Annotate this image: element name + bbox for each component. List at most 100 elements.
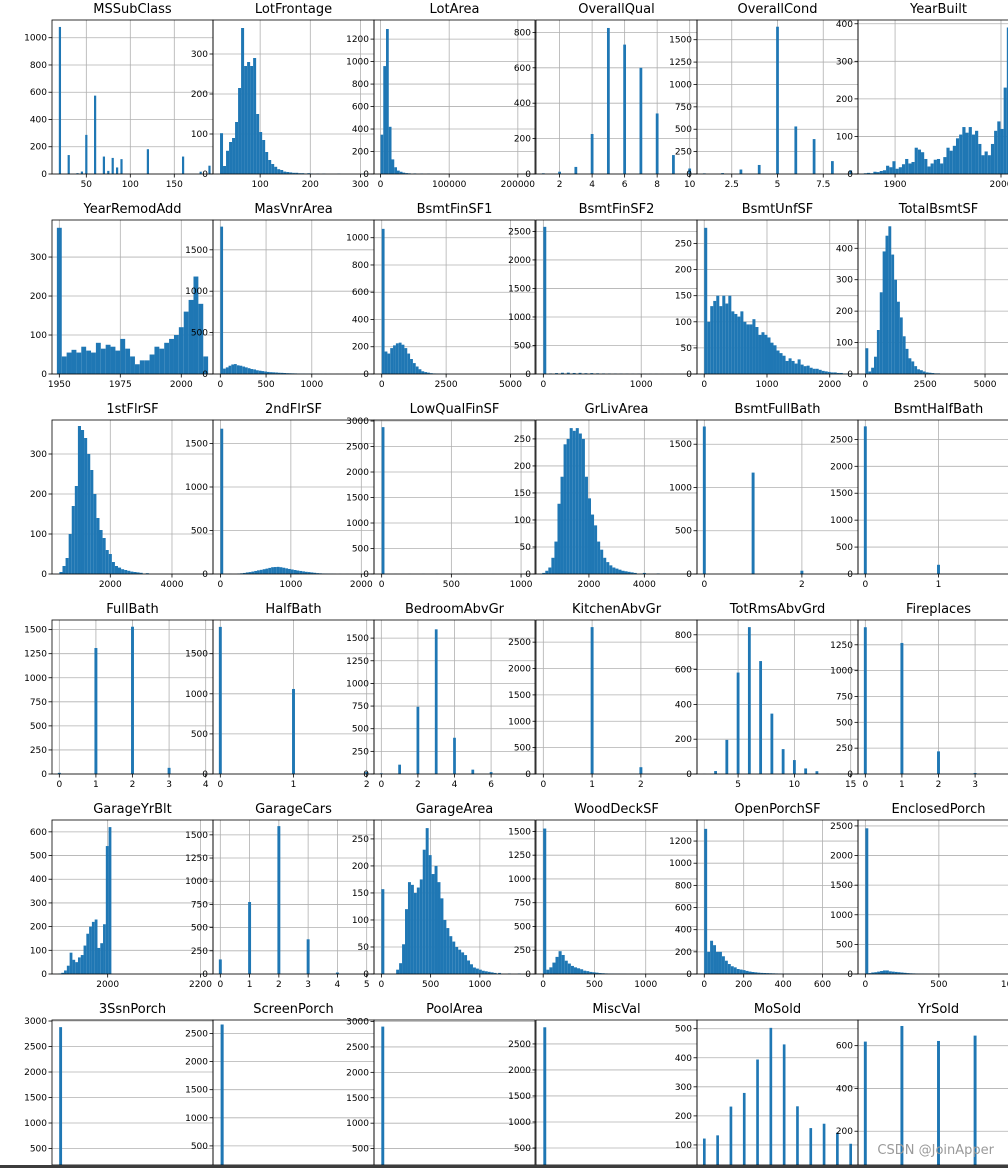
histogram-panel: 0 50 100 150 200 250 2000 4000 GrLivArea — [514, 402, 698, 590]
x-tick-label: 6 — [488, 780, 494, 790]
histogram-bar — [716, 951, 719, 974]
histogram-bar — [407, 353, 411, 374]
histogram-bar — [229, 142, 233, 174]
histogram-bar — [623, 44, 627, 174]
histogram-bar — [882, 251, 886, 374]
histogram-panel: 500 1000 1500 2000 2500 3000 PoolArea — [346, 1002, 536, 1166]
x-tick-label: 0 — [56, 780, 62, 790]
y-tick-label: 2000 — [508, 256, 531, 266]
histogram-bar — [220, 226, 224, 374]
histogram-bar — [250, 66, 254, 174]
histogram-bar — [928, 372, 932, 374]
histogram-bar — [549, 967, 553, 974]
x-tick-label: 0 — [378, 180, 384, 190]
histogram-bar — [276, 566, 280, 574]
y-tick-label: 750 — [191, 900, 208, 910]
plot-frame — [857, 619, 1008, 775]
histogram-bar — [779, 353, 783, 374]
histogram-bar — [381, 427, 385, 574]
y-tick-label: 400 — [514, 99, 531, 109]
y-tick-label: 150 — [514, 489, 531, 499]
histogram-bar — [767, 337, 771, 374]
histogram-bar — [121, 569, 125, 574]
histogram-bar — [627, 571, 631, 574]
histogram-bar — [86, 350, 92, 374]
histogram-bar — [788, 358, 792, 374]
histogram-bar — [67, 155, 70, 174]
x-tick-label: 0 — [701, 580, 707, 590]
y-tick-label: 0 — [363, 370, 369, 380]
y-tick-label: 200 — [352, 148, 369, 158]
histogram-bar — [80, 171, 84, 174]
y-tick-label: 1500 — [508, 691, 531, 701]
y-tick-label: 1500 — [185, 1086, 208, 1096]
plot-frame — [51, 19, 214, 175]
histogram-bar — [262, 140, 266, 174]
histogram-bar — [936, 158, 941, 174]
histogram-bar — [566, 372, 570, 374]
y-tick-label: 0 — [847, 770, 853, 780]
histogram-bar — [894, 971, 898, 974]
histogram-bar — [264, 371, 267, 374]
y-tick-label: 500 — [191, 924, 208, 934]
y-tick-label: 250 — [514, 946, 531, 956]
histogram-bar — [399, 171, 403, 174]
y-tick-label: 600 — [352, 103, 369, 113]
histogram-bar — [381, 228, 385, 374]
histogram-bar — [849, 170, 853, 174]
histogram-bar — [865, 348, 869, 374]
histogram-bar — [729, 1106, 733, 1165]
histogram-bar — [102, 538, 106, 574]
y-tick-label: 1250 — [185, 854, 208, 864]
y-tick-label: 500 — [30, 852, 47, 862]
y-tick-label: 3000 — [346, 417, 369, 427]
y-tick-label: 0 — [41, 770, 47, 780]
histogram-bar — [380, 134, 384, 174]
histogram-bar — [407, 882, 411, 974]
histogram-bar — [766, 973, 770, 974]
histogram-bar — [572, 430, 576, 574]
histogram-bar — [289, 172, 293, 174]
histogram-panel: 0 100 200 300 100 200 300 LotFrontage — [191, 2, 375, 190]
histogram-bar — [429, 373, 433, 374]
histogram-bar — [223, 166, 227, 174]
histogram-bar — [286, 172, 290, 174]
y-tick-label: 500 — [836, 940, 853, 950]
x-tick-label: 600 — [814, 980, 831, 990]
panel-title: LotFrontage — [255, 2, 332, 17]
histogram-bar — [470, 964, 473, 974]
x-tick-label: 0 — [540, 380, 546, 390]
y-tick-label: 750 — [836, 692, 853, 702]
histogram-bar — [69, 952, 73, 974]
x-tick-label: 4 — [203, 780, 209, 790]
histogram-bar — [223, 368, 226, 374]
y-tick-label: 50 — [520, 543, 532, 553]
histogram-bar — [130, 356, 135, 374]
histogram-panel: 0 500 1000 1500 0 1 2 HalfBath — [185, 602, 375, 790]
histogram-bar — [62, 566, 66, 574]
histogram-bar — [283, 171, 287, 174]
histogram-bar — [242, 366, 246, 374]
histogram-bar — [64, 970, 67, 974]
histogram-bar — [761, 332, 765, 374]
histogram-bar — [895, 168, 899, 174]
y-tick-label: 800 — [30, 61, 47, 71]
histogram-bar — [283, 373, 287, 374]
histogram-bar — [275, 372, 278, 374]
y-tick-label: 2500 — [508, 638, 531, 648]
panel-title: BsmtFinSF1 — [417, 202, 493, 217]
histogram-bar — [381, 889, 385, 974]
histogram-bar — [232, 138, 236, 174]
histogram-panel: 0 200 400 600 800 1000 1200 0 100000 200000 LotAre… — [346, 2, 536, 190]
y-tick-label: 1250 — [508, 851, 531, 861]
x-tick-label: 0 — [862, 780, 868, 790]
panel-title: LowQualFinSF — [410, 402, 500, 417]
bar-group — [220, 28, 369, 174]
x-tick-label: 2500 — [914, 380, 937, 390]
histogram-bar — [624, 571, 628, 574]
y-tick-label: 1000 — [185, 690, 208, 700]
y-tick-label: 1250 — [24, 650, 47, 660]
